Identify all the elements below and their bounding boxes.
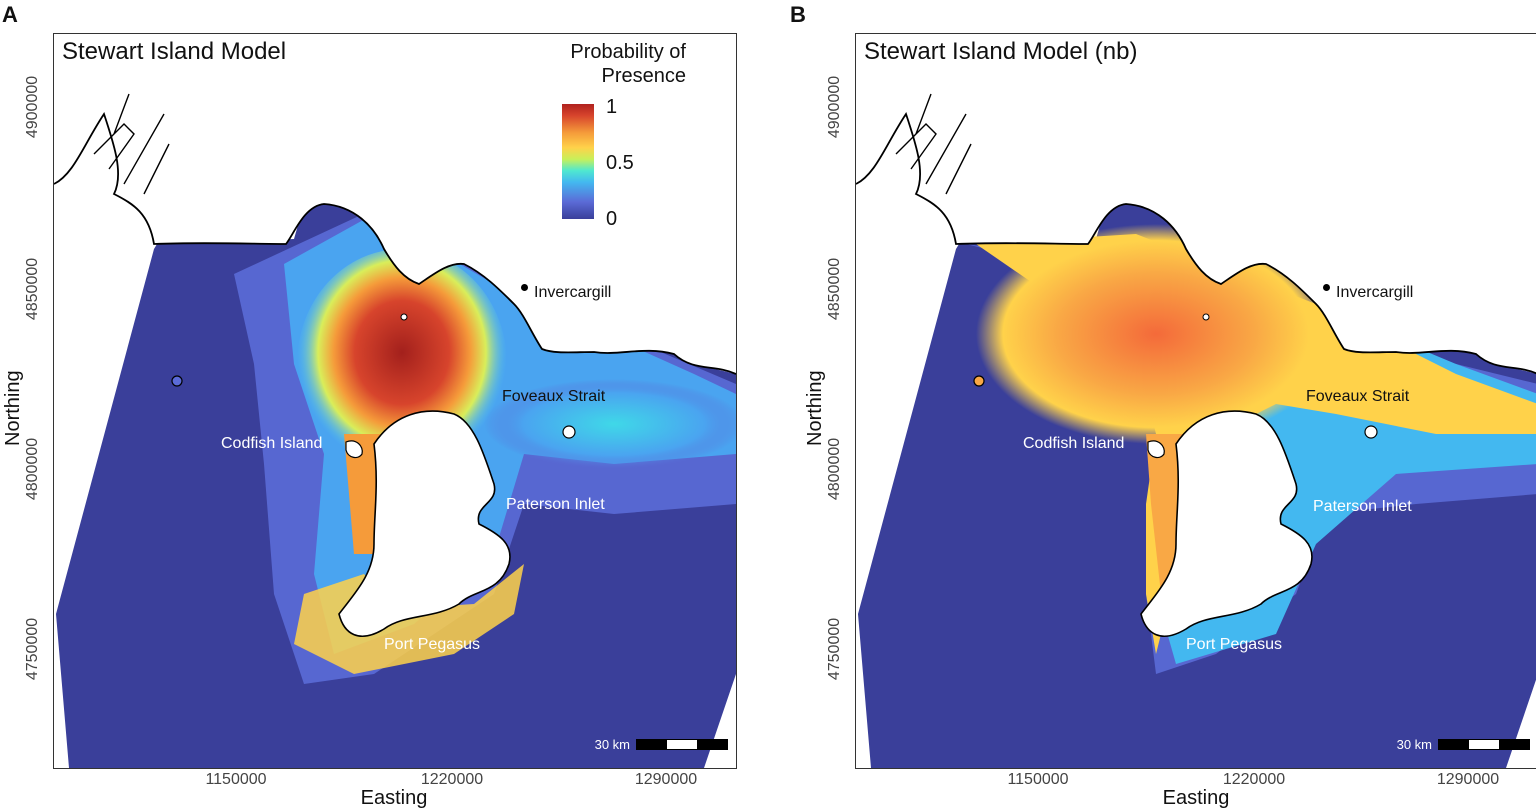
panel-letter-b: B xyxy=(790,2,806,27)
x-axis-title-a: Easting xyxy=(360,787,428,809)
invercargill-text-b: Invercargill xyxy=(1336,284,1414,301)
coastline xyxy=(54,111,736,375)
label-codfish-island-b: Codfish Island xyxy=(1023,435,1125,452)
label-port-pegasus-b: Port Pegasus xyxy=(1186,636,1283,653)
hotspot-b xyxy=(976,224,1336,444)
stewart-island xyxy=(338,410,511,638)
label-codfish-island: Codfish Island xyxy=(221,435,323,452)
map-panel-b: Stewart Island Model (nb) Invercargill F… xyxy=(855,33,1536,769)
y-tick-a-4800000: 4800000 xyxy=(24,437,42,501)
legend-label-0: 0 xyxy=(606,208,618,230)
codfish-island-shape xyxy=(345,440,363,459)
stewart-island-b xyxy=(1140,410,1313,638)
label-paterson-inlet: Paterson Inlet xyxy=(506,496,605,513)
label-paterson-inlet-b: Paterson Inlet xyxy=(1313,498,1412,515)
panel-title-b: Stewart Island Model (nb) xyxy=(864,38,1138,65)
probability-map-a xyxy=(54,34,736,768)
ruapuke-island-b xyxy=(1364,425,1378,439)
y-axis-title-a: Northing xyxy=(2,370,24,446)
scalebar-bar xyxy=(636,739,728,750)
islet-1-b xyxy=(1202,313,1210,321)
scalebar-bar-b xyxy=(1438,739,1530,750)
ruapuke-island xyxy=(562,425,576,439)
label-invercargill-b: Invercargill xyxy=(1323,284,1413,302)
x-tick-a-1290000: 1290000 xyxy=(634,771,698,788)
fiord-lines xyxy=(93,93,170,195)
probability-map-b xyxy=(856,34,1536,768)
scalebar-label: 30 km xyxy=(594,737,630,752)
y-tick-b-4850000: 4850000 xyxy=(826,257,844,321)
legend-colorbar xyxy=(562,104,594,219)
y-axis-title-b: Northing xyxy=(804,370,826,446)
label-invercargill: Invercargill xyxy=(521,284,611,302)
map-panel-a: Stewart Island Model Invercargill Foveau… xyxy=(53,33,737,769)
y-tick-a-4900000: 4900000 xyxy=(24,75,42,139)
fiord-lines-b xyxy=(895,93,972,195)
panel-title-a: Stewart Island Model xyxy=(62,38,287,65)
label-foveaux-strait-b: Foveaux Strait xyxy=(1306,388,1410,405)
panel-letter-a: A xyxy=(2,2,18,27)
y-tick-b-4750000: 4750000 xyxy=(826,617,844,681)
y-tick-a-4850000: 4850000 xyxy=(24,257,42,321)
y-tick-b-4900000: 4900000 xyxy=(826,75,844,139)
y-tick-a-4750000: 4750000 xyxy=(24,617,42,681)
x-tick-a-1150000: 1150000 xyxy=(205,771,267,788)
scalebar-label-b: 30 km xyxy=(1396,737,1432,752)
legend-title-line1: Probability of xyxy=(570,41,686,63)
scalebar-b: 30 km xyxy=(1397,737,1530,752)
coastline-b xyxy=(856,111,1536,375)
legend-label-05: 0.5 xyxy=(606,152,634,174)
scalebar-a: 30 km xyxy=(595,737,728,752)
x-tick-b-1290000: 1290000 xyxy=(1436,771,1500,788)
invercargill-text: Invercargill xyxy=(534,284,612,301)
x-tick-b-1220000: 1220000 xyxy=(1222,771,1286,788)
x-tick-a-1220000: 1220000 xyxy=(420,771,484,788)
codfish-island-shape-b xyxy=(1147,440,1165,459)
solander-island-b xyxy=(973,375,985,387)
legend-title-line2: Presence xyxy=(601,65,687,87)
label-port-pegasus: Port Pegasus xyxy=(384,636,481,653)
y-tick-b-4800000: 4800000 xyxy=(826,437,844,501)
x-tick-b-1150000: 1150000 xyxy=(1007,771,1069,788)
legend-title: Probability of Presence xyxy=(550,40,686,88)
x-axis-title-b: Easting xyxy=(1162,787,1230,809)
cyan-core xyxy=(484,379,736,469)
legend-label-1: 1 xyxy=(606,96,618,118)
solander-island xyxy=(171,375,183,387)
islet-1 xyxy=(400,313,408,321)
label-foveaux-strait: Foveaux Strait xyxy=(502,388,606,405)
